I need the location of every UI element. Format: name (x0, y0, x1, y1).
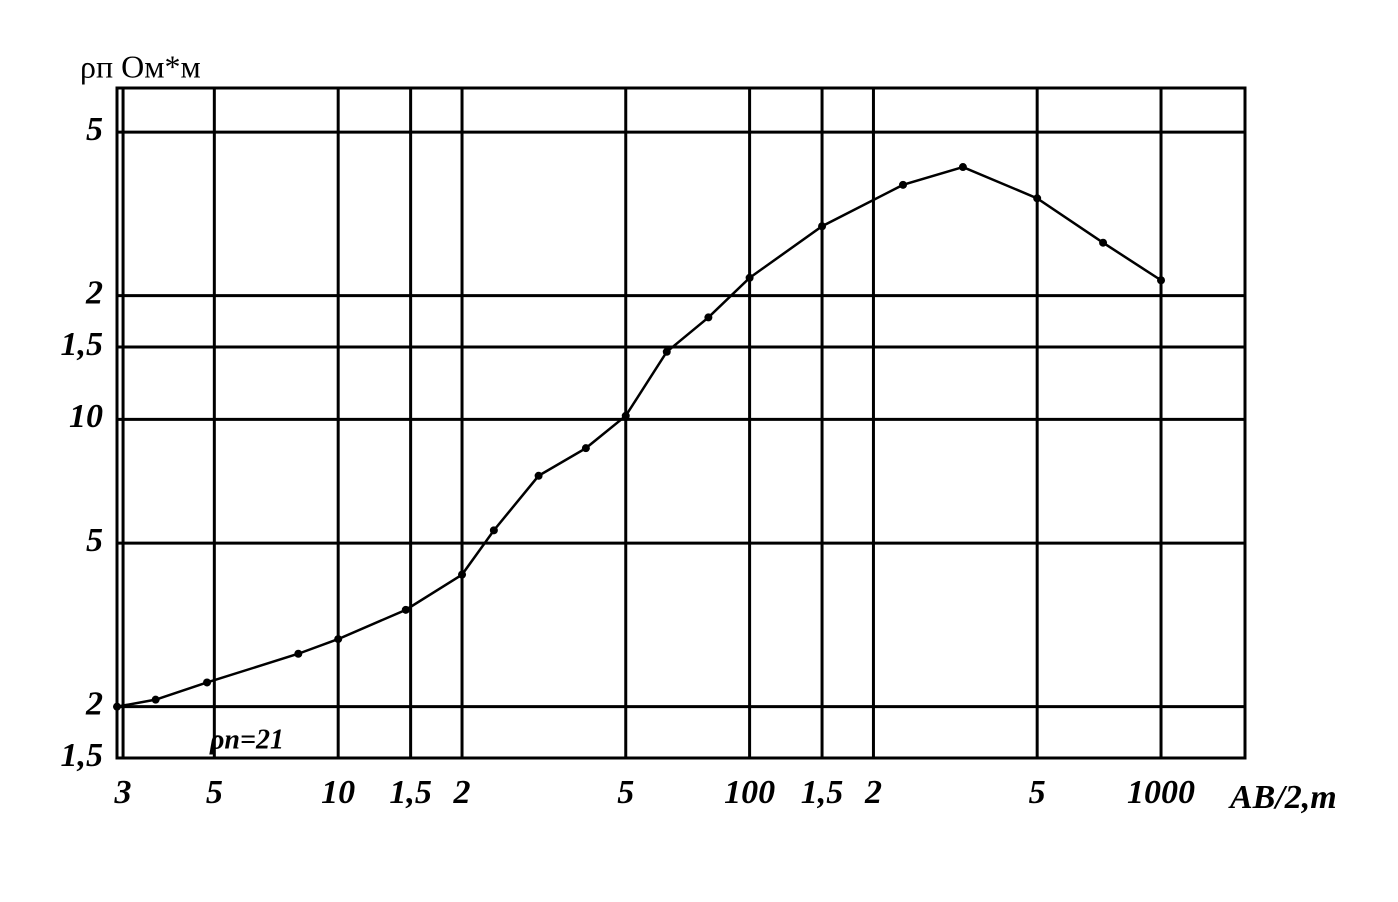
y-tick-label: 2 (85, 274, 103, 311)
x-tick-label: 2 (453, 774, 471, 811)
point (818, 222, 827, 231)
x-tick-label: 5 (617, 774, 634, 811)
point (113, 702, 121, 711)
point (534, 471, 543, 480)
point (899, 180, 908, 189)
x-tick-label: 2 (864, 774, 882, 811)
point (1157, 276, 1166, 285)
point (1099, 238, 1108, 247)
x-tick-label: 3 (114, 774, 132, 811)
point (621, 411, 630, 420)
y-tick-label: 2 (85, 685, 103, 722)
x-tick-label: 100 (724, 774, 775, 811)
x-tick-label: 1000 (1127, 774, 1195, 811)
x-tick-label: 1,5 (801, 774, 844, 811)
x-tick-label: 1,5 (389, 774, 432, 811)
y-tick-label: 10 (69, 398, 103, 435)
point (489, 526, 498, 535)
point (458, 570, 467, 579)
point (958, 163, 967, 172)
point (203, 678, 212, 687)
x-axis-title: АВ/2,m (1228, 779, 1337, 816)
point (581, 444, 590, 453)
y-tick-label: 5 (86, 111, 103, 148)
annotation: ρn=21 (209, 724, 284, 755)
point (1033, 194, 1042, 203)
point (294, 649, 303, 658)
point (151, 695, 160, 704)
y-tick-label: 1,5 (61, 737, 104, 774)
x-tick-label: 5 (206, 774, 223, 811)
point (704, 313, 713, 322)
curve (116, 165, 1162, 708)
point (334, 635, 343, 644)
x-tick-label: 10 (321, 774, 355, 811)
point (662, 347, 671, 356)
x-tick-label: 5 (1029, 774, 1046, 811)
y-axis-title: ρп Ом*м (80, 48, 201, 84)
y-tick-label: 5 (86, 522, 103, 559)
y-tick-label: 1,5 (61, 326, 104, 363)
point (401, 605, 410, 614)
point (745, 273, 754, 282)
